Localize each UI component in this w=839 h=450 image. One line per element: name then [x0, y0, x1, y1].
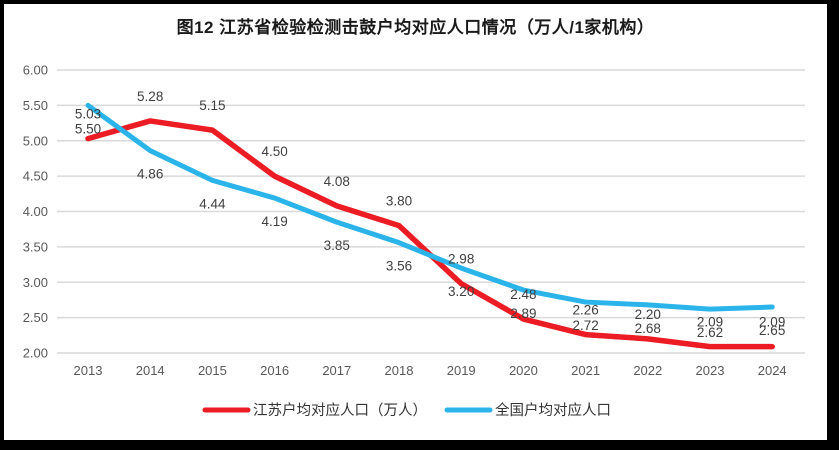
- x-tick-label: 2024: [758, 363, 787, 378]
- series-line-1: [85, 102, 775, 312]
- data-label-series0: 2.48: [510, 287, 536, 302]
- data-label-series1: 3.85: [324, 238, 350, 253]
- data-label-series1: 2.68: [635, 321, 661, 336]
- chart-title: 图12 江苏省检验检测击鼓户均对应人口情况（万人/1家机构）: [176, 18, 655, 37]
- data-label-series1: 4.44: [199, 196, 226, 211]
- data-label-series1: 2.72: [572, 318, 598, 333]
- data-label-series1: 4.86: [137, 167, 163, 182]
- series-line-0: [85, 118, 775, 350]
- data-label-series0: 2.98: [448, 252, 474, 267]
- data-label-series0: 3.80: [386, 194, 412, 209]
- data-label-series1: 3.20: [448, 284, 474, 299]
- x-tick-label: 2013: [74, 363, 103, 378]
- x-tick-label: 2021: [571, 363, 600, 378]
- x-tick-label: 2020: [509, 363, 538, 378]
- y-tick-label: 3.50: [23, 239, 48, 254]
- y-tick-label: 2.00: [23, 346, 48, 361]
- data-label-series0: 2.09: [759, 315, 785, 330]
- data-label-series0: 2.09: [697, 315, 723, 330]
- y-tick-label: 5.50: [23, 98, 48, 113]
- data-label-series0: 4.50: [261, 144, 287, 159]
- y-tick-label: 3.00: [23, 275, 48, 290]
- y-tick-label: 5.00: [23, 133, 48, 148]
- x-tick-label: 2019: [447, 363, 476, 378]
- data-label-series0: 5.15: [199, 98, 225, 113]
- data-label-series0: 5.03: [75, 107, 101, 122]
- y-tick-label: 4.50: [23, 169, 48, 184]
- x-tick-label: 2016: [260, 363, 289, 378]
- x-tick-label: 2015: [198, 363, 227, 378]
- data-label-series0: 2.20: [635, 307, 661, 322]
- data-label-series1: 2.62: [697, 325, 723, 340]
- data-label-series1: 2.89: [510, 306, 536, 321]
- data-label-series1: 5.50: [75, 121, 101, 136]
- data-label-series0: 4.08: [324, 174, 350, 189]
- x-tick-label: 2018: [385, 363, 414, 378]
- legend-label-1: 全国户均对应人口: [495, 401, 611, 419]
- y-tick-label: 2.50: [23, 310, 48, 325]
- data-label-series1: 3.56: [386, 259, 412, 274]
- y-tick-label: 6.00: [23, 63, 48, 78]
- y-tick-label: 4.00: [23, 204, 48, 219]
- x-tick-label: 2017: [322, 363, 351, 378]
- x-tick-label: 2023: [696, 363, 725, 378]
- x-tick-label: 2014: [136, 363, 165, 378]
- legend-label-0: 江苏户均对应人口（万人）: [253, 401, 427, 419]
- data-label-series1: 2.65: [759, 323, 785, 338]
- data-label-series0: 2.26: [572, 303, 598, 318]
- data-label-series0: 5.28: [137, 89, 163, 104]
- x-tick-label: 2022: [633, 363, 662, 378]
- data-label-series1: 4.19: [261, 214, 287, 229]
